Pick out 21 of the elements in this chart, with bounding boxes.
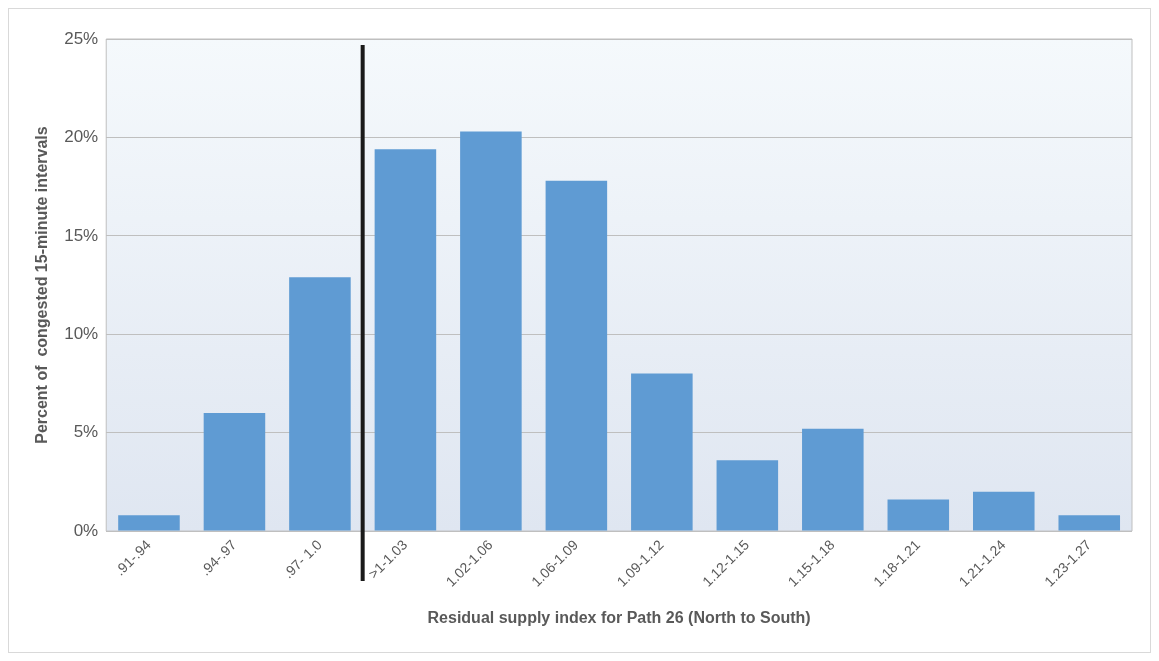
y-tick-label: 0% bbox=[73, 520, 99, 540]
bar bbox=[374, 149, 437, 531]
x-axis-title: Residual supply index for Path 26 (North to South) bbox=[427, 608, 811, 626]
bar bbox=[1058, 515, 1121, 531]
bar bbox=[118, 515, 180, 531]
bar bbox=[203, 412, 266, 531]
x-tick-label: .97- 1.0 bbox=[279, 536, 325, 582]
y-tick-label: 25% bbox=[64, 28, 99, 48]
bar bbox=[973, 491, 1035, 531]
bar bbox=[802, 428, 864, 531]
bar bbox=[289, 277, 351, 531]
bar bbox=[460, 131, 522, 531]
y-tick-label: 20% bbox=[64, 127, 99, 147]
bar bbox=[631, 373, 693, 531]
y-axis-title: Percent of congested 15-minute intervals bbox=[33, 126, 51, 444]
y-tick-label: 5% bbox=[73, 422, 99, 442]
bar bbox=[716, 460, 779, 531]
bar bbox=[887, 499, 950, 531]
y-tick-label: 10% bbox=[64, 323, 99, 343]
y-tick-label: 15% bbox=[64, 225, 99, 245]
bar bbox=[545, 180, 608, 531]
